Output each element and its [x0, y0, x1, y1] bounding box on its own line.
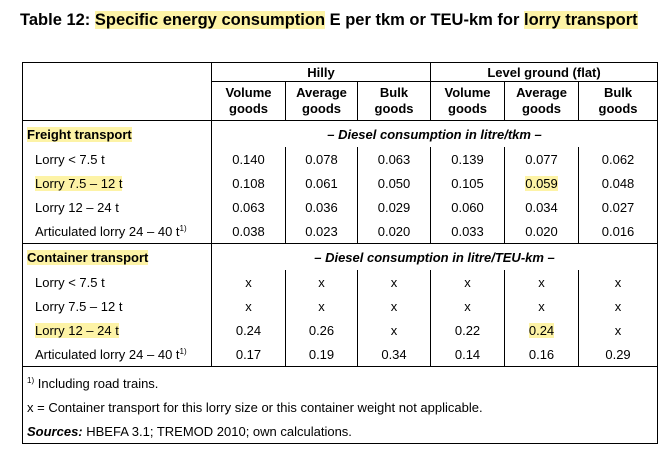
value-cell: 0.139	[430, 147, 506, 171]
group-header-hilly: Hilly	[210, 62, 432, 82]
value-cell: 0.059	[504, 171, 580, 195]
value-cell: 0.26	[285, 318, 358, 342]
value-cell: 0.14	[430, 342, 506, 367]
value-cell: 0.062	[578, 147, 659, 171]
footnote-2: x = Container transport for this lorry s…	[21, 395, 659, 419]
row-label: Lorry 7.5 – 12 t	[22, 171, 212, 195]
table-row: Lorry 7.5 – 12 t 0.108 0.061 0.050 0.105 0.05…	[22, 171, 659, 195]
section-label: Container transport	[22, 243, 212, 270]
value-cell: 0.34	[356, 342, 432, 367]
row-label: Lorry 12 – 24 t	[22, 195, 212, 219]
value-cell: x	[211, 270, 286, 294]
value-cell: 0.050	[356, 171, 432, 195]
value-cell: 0.020	[356, 219, 432, 244]
value-cell: 0.038	[211, 219, 286, 244]
section-unit-note: – Diesel consumption in litre/tkm –	[210, 120, 659, 147]
value-cell: x	[211, 294, 286, 318]
row-label: Lorry 7.5 – 12 t	[22, 294, 212, 318]
table-row: Lorry 12 – 24 t 0.24 0.26 x 0.22 0.24 x	[22, 318, 659, 342]
value-cell: 0.033	[430, 219, 506, 244]
value-cell: 0.029	[356, 195, 432, 219]
row-label: Lorry 12 – 24 t	[22, 318, 212, 342]
value-cell: x	[356, 270, 432, 294]
column-header: Bulk goods	[356, 81, 432, 121]
energy-consumption-table: Hilly Level ground (flat) Volume goods Ave…	[21, 62, 659, 444]
value-cell: 0.078	[285, 147, 358, 171]
table-row: Articulated lorry 24 – 40 t1) 0.17 0.19 0.3…	[22, 342, 659, 367]
footnote-1: 1) Including road trains.	[21, 366, 659, 395]
value-cell: 0.036	[285, 195, 358, 219]
value-cell: 0.16	[504, 342, 580, 367]
value-cell: 0.060	[430, 195, 506, 219]
value-cell: 0.020	[504, 219, 580, 244]
value-cell: 0.023	[285, 219, 358, 244]
table-row: Articulated lorry 24 – 40 t1) 0.038 0.023 0…	[22, 219, 659, 244]
value-cell: x	[356, 318, 432, 342]
column-header: Bulk goods	[578, 81, 659, 121]
group-header-flat: Level ground (flat)	[430, 62, 659, 82]
value-cell: x	[430, 270, 506, 294]
value-cell: 0.027	[578, 195, 659, 219]
section-unit-note: – Diesel consumption in litre/TEU-km –	[210, 243, 659, 270]
row-label: Lorry < 7.5 t	[22, 147, 212, 171]
value-cell: 0.140	[211, 147, 286, 171]
value-cell: x	[430, 294, 506, 318]
row-label: Lorry < 7.5 t	[22, 270, 212, 294]
value-cell: 0.108	[211, 171, 286, 195]
value-cell: 0.24	[504, 318, 580, 342]
value-cell: x	[578, 294, 659, 318]
row-label: Articulated lorry 24 – 40 t1)	[22, 342, 212, 367]
value-cell: x	[285, 270, 358, 294]
value-cell: x	[504, 294, 580, 318]
value-cell: 0.077	[504, 147, 580, 171]
value-cell: 0.24	[211, 318, 286, 342]
table-title: Table 12: Specific energy consumption E …	[20, 11, 638, 29]
value-cell: x	[285, 294, 358, 318]
table-row: Lorry 12 – 24 t 0.063 0.036 0.029 0.060 0.034…	[22, 195, 659, 219]
value-cell: 0.29	[578, 342, 659, 367]
title-highlight-1: Specific energy consumption	[94, 11, 326, 29]
value-cell: 0.063	[211, 195, 286, 219]
column-header: Volume goods	[211, 81, 286, 121]
column-header: Average goods	[504, 81, 580, 121]
value-cell: x	[578, 318, 659, 342]
value-cell: 0.105	[430, 171, 506, 195]
value-cell: 0.048	[578, 171, 659, 195]
column-header: Volume goods	[430, 81, 506, 121]
column-header: Average goods	[285, 81, 358, 121]
section-label: Freight transport	[22, 120, 212, 147]
table-row: Lorry < 7.5 t 0.140 0.078 0.063 0.139 0.077 0.…	[22, 147, 659, 171]
value-cell: 0.061	[285, 171, 358, 195]
value-cell: 0.016	[578, 219, 659, 244]
value-cell: 0.034	[504, 195, 580, 219]
value-cell: 0.063	[356, 147, 432, 171]
corner-cell	[22, 62, 212, 121]
title-highlight-2: lorry transport	[523, 11, 638, 29]
value-cell: 0.17	[211, 342, 286, 367]
value-cell: x	[356, 294, 432, 318]
value-cell: x	[504, 270, 580, 294]
row-label: Articulated lorry 24 – 40 t1)	[22, 219, 212, 244]
sources-note: Sources: HBEFA 3.1; TREMOD 2010; own cal…	[21, 419, 659, 444]
value-cell: 0.19	[285, 342, 358, 367]
value-cell: 0.22	[430, 318, 506, 342]
value-cell: x	[578, 270, 659, 294]
